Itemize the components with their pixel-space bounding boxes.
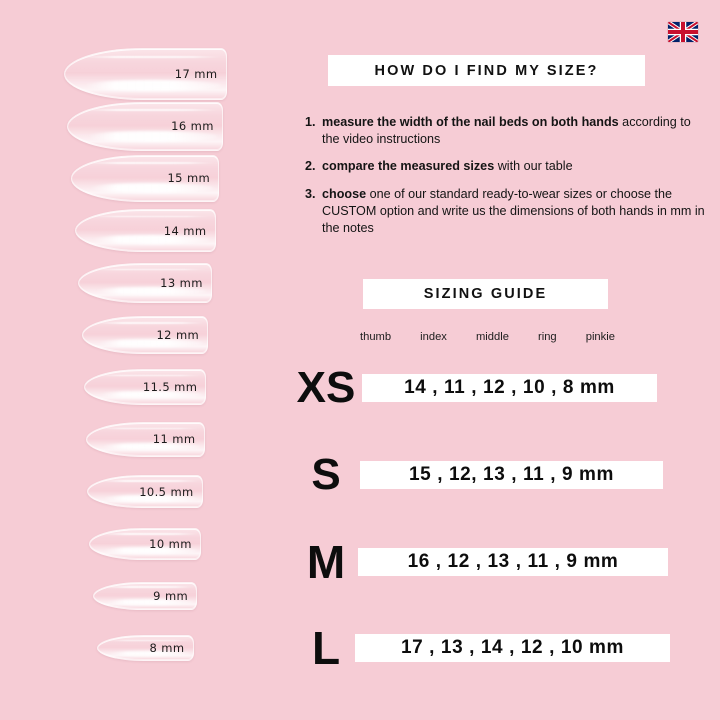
finger-column-headers: thumb index middle ring pinkie (360, 331, 615, 343)
nail-tip-size-label: 14 mm (163, 223, 207, 238)
finger-header-middle: middle (475, 331, 509, 343)
instruction-text: measure the width of the nail beds on bo… (322, 115, 691, 146)
finger-header-ring: ring (538, 331, 557, 343)
size-letter-xs: XS (296, 363, 356, 412)
instruction-text: choose one of our standard ready-to-wear… (322, 187, 705, 235)
instruction-emphasis: choose (322, 187, 367, 202)
nail-tip-size-label: 11.5 mm (142, 380, 198, 395)
nail-tip-row: 13 mm (0, 257, 290, 309)
how-do-i-find-my-size-title: HOW DO I FIND MY SIZE? (374, 62, 599, 79)
size-values-xs: 14 , 11 , 12 , 10 , 8 mm (404, 377, 615, 398)
nail-tip-shape: 15 mm (70, 155, 220, 202)
nail-tip-size-label: 10.5 mm (139, 484, 194, 499)
sizing-guide-banner: SIZING GUIDE (363, 279, 608, 309)
instruction-item: 3. choose one of our standard ready-to-we… (305, 186, 705, 236)
nail-tip-row: 16 mm (0, 100, 290, 152)
size-values-band: 17 , 13 , 14 , 12 , 10 mm (355, 634, 670, 662)
nail-tip-size-label: 16 mm (171, 119, 214, 134)
instruction-text: compare the measured sizes with our tabl… (322, 159, 573, 174)
nail-tip-row: 10.5 mm (0, 466, 290, 518)
nail-tip-size-label: 13 mm (160, 275, 203, 290)
nail-tip-shape: 10.5 mm (87, 474, 203, 509)
size-row-l: L 17 , 13 , 14 , 12 , 10 mm (290, 618, 720, 678)
instruction-emphasis: compare the measured sizes (322, 159, 495, 174)
nail-tip-row: 12 mm (0, 309, 290, 361)
finger-header-index: index (420, 331, 447, 343)
nail-tip-shape: 10 mm (89, 527, 201, 560)
size-values-s: 15 , 12, 13 , 11 , 9 mm (409, 464, 614, 485)
size-letter-s: S (311, 450, 341, 499)
size-values-band: 15 , 12, 13 , 11 , 9 mm (360, 461, 663, 489)
nail-tip-shape: 12 mm (81, 316, 209, 354)
guide-content: HOW DO I FIND MY SIZE? 1. measure the wid… (290, 0, 720, 720)
finger-header-pinkie: pinkie (585, 331, 615, 343)
nail-tip-shape: 9 mm (92, 581, 198, 611)
size-row-xs: XS 14 , 11 , 12 , 10 , 8 mm (290, 358, 720, 418)
flag-svg (668, 22, 698, 42)
nail-tip-size-label: 11 mm (152, 432, 196, 447)
size-values-band: 16 , 12 , 13 , 11 , 9 mm (358, 548, 668, 576)
nail-tip-row: 15 mm (0, 152, 290, 204)
instruction-number: 1. (305, 115, 316, 129)
size-values-m: 16 , 12 , 13 , 11 , 9 mm (407, 551, 619, 572)
how-do-i-find-my-size-banner: HOW DO I FIND MY SIZE? (328, 55, 645, 86)
nail-tip-row: 8 mm (0, 622, 290, 674)
nail-tip-row: 9 mm (0, 570, 290, 622)
nail-tip-size-label: 10 mm (149, 536, 192, 551)
nail-tip-size-label: 8 mm (149, 641, 185, 656)
nail-tip-size-label: 15 mm (167, 171, 211, 186)
nail-tip-shape: 17 mm (63, 48, 227, 100)
nail-tip-size-label: 12 mm (156, 327, 200, 342)
united-kingdom-flag-icon (668, 22, 698, 42)
instructions-list: 1. measure the width of the nail beds on … (305, 114, 705, 247)
nail-tip-row: 17 mm (0, 48, 290, 100)
sizing-guide-title: SIZING GUIDE (423, 286, 548, 302)
nail-tip-shape: 11 mm (85, 422, 205, 457)
nail-tip-shape: 11.5 mm (83, 369, 207, 406)
nail-tip-shape: 14 mm (74, 208, 216, 253)
nail-tip-row: 10 mm (0, 518, 290, 570)
size-row-m: M 16 , 12 , 13 , 11 , 9 mm (290, 532, 720, 592)
nail-tip-size-label: 17 mm (174, 67, 218, 81)
nail-tip-shape: 13 mm (78, 262, 212, 304)
nail-tip-row: 14 mm (0, 205, 290, 257)
instruction-number: 3. (305, 187, 316, 202)
instruction-number: 2. (305, 159, 316, 174)
nail-tip-size-label: 9 mm (153, 589, 189, 603)
instruction-item: 1. measure the width of the nail beds on … (305, 114, 705, 147)
nail-tip-shape: 16 mm (67, 101, 223, 151)
instruction-item: 2. compare the measured sizes with our ta… (305, 158, 705, 175)
nail-tip-row: 11 mm (0, 413, 290, 465)
size-values-band: 14 , 11 , 12 , 10 , 8 mm (362, 374, 657, 402)
finger-header-thumb: thumb (360, 331, 392, 343)
nail-tip-shape: 8 mm (96, 635, 194, 662)
size-values-l: 17 , 13 , 14 , 12 , 10 mm (400, 637, 625, 658)
instruction-emphasis: measure the width of the nail beds on bo… (322, 115, 619, 129)
nail-tip-size-chart: 17 mm 16 mm 15 mm 14 mm 13 mm 12 mm 11.5 mm 11 … (0, 0, 290, 720)
nail-tip-row: 11.5 mm (0, 361, 290, 413)
size-row-s: S 15 , 12, 13 , 11 , 9 mm (290, 445, 720, 505)
size-letter-m: M (306, 536, 346, 588)
size-letter-l: L (311, 622, 341, 674)
